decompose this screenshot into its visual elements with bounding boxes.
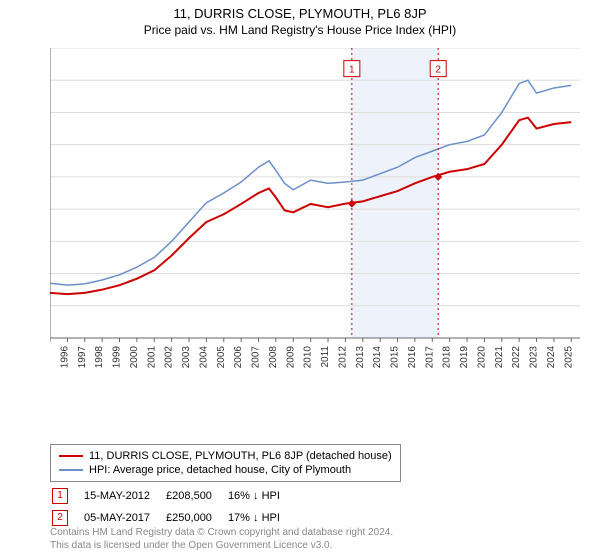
page-subtitle: Price paid vs. HM Land Registry's House … [0, 21, 600, 37]
svg-text:2000: 2000 [129, 346, 140, 369]
legend-item: HPI: Average price, detached house, City… [59, 463, 392, 477]
marker-price: £208,500 [166, 486, 226, 506]
svg-text:2017: 2017 [424, 346, 435, 369]
svg-text:2011: 2011 [320, 346, 331, 368]
marker-date: 15-MAY-2012 [84, 486, 164, 506]
legend-label: HPI: Average price, detached house, City… [89, 464, 351, 476]
svg-text:2001: 2001 [146, 346, 157, 369]
svg-text:2006: 2006 [233, 346, 244, 369]
svg-text:2009: 2009 [285, 346, 296, 369]
svg-text:2015: 2015 [390, 346, 401, 369]
svg-text:2008: 2008 [268, 346, 279, 369]
marker-badge: 2 [52, 510, 68, 526]
marker-delta: 16% ↓ HPI [228, 486, 294, 506]
svg-text:2014: 2014 [372, 346, 383, 369]
svg-text:2021: 2021 [494, 346, 505, 369]
footer-attribution: Contains HM Land Registry data © Crown c… [50, 526, 393, 552]
marker-delta: 17% ↓ HPI [228, 508, 294, 528]
price-chart: £0£50K£100K£150K£200K£250K£300K£350K£400… [50, 48, 580, 388]
svg-text:1995: 1995 [50, 346, 53, 369]
marker-badge: 1 [52, 488, 68, 504]
svg-text:1999: 1999 [112, 346, 123, 369]
svg-text:1: 1 [349, 65, 355, 76]
svg-text:2023: 2023 [529, 346, 540, 369]
svg-text:2025: 2025 [563, 346, 574, 369]
svg-text:2007: 2007 [251, 346, 262, 369]
svg-text:2013: 2013 [355, 346, 366, 369]
legend: 11, DURRIS CLOSE, PLYMOUTH, PL6 8JP (det… [50, 444, 401, 482]
svg-text:2010: 2010 [303, 346, 314, 369]
svg-text:1996: 1996 [59, 346, 70, 369]
svg-text:2012: 2012 [337, 346, 348, 369]
svg-text:2003: 2003 [181, 346, 192, 369]
page-title: 11, DURRIS CLOSE, PLYMOUTH, PL6 8JP [0, 0, 600, 21]
legend-swatch [59, 469, 83, 471]
svg-text:1997: 1997 [77, 346, 88, 369]
svg-text:2022: 2022 [511, 346, 522, 369]
svg-text:2002: 2002 [164, 346, 175, 369]
svg-text:2019: 2019 [459, 346, 470, 369]
svg-text:2005: 2005 [216, 346, 227, 369]
marker-row: 1 15-MAY-2012£208,50016% ↓ HPI [52, 486, 294, 506]
legend-label: 11, DURRIS CLOSE, PLYMOUTH, PL6 8JP (det… [89, 450, 392, 462]
marker-date: 05-MAY-2017 [84, 508, 164, 528]
svg-text:2018: 2018 [442, 346, 453, 369]
svg-text:1998: 1998 [94, 346, 105, 369]
svg-text:2016: 2016 [407, 346, 418, 369]
marker-table: 1 15-MAY-2012£208,50016% ↓ HPI 2 05-MAY-201… [50, 484, 296, 530]
footer-line-1: Contains HM Land Registry data © Crown c… [50, 526, 393, 539]
legend-swatch [59, 455, 83, 457]
marker-row: 2 05-MAY-2017£250,00017% ↓ HPI [52, 508, 294, 528]
svg-text:2024: 2024 [546, 346, 557, 369]
svg-text:2004: 2004 [198, 346, 209, 369]
footer-line-2: This data is licensed under the Open Gov… [50, 539, 393, 552]
marker-price: £250,000 [166, 508, 226, 528]
legend-item: 11, DURRIS CLOSE, PLYMOUTH, PL6 8JP (det… [59, 449, 392, 463]
svg-text:2020: 2020 [476, 346, 487, 369]
svg-text:2: 2 [435, 65, 441, 76]
